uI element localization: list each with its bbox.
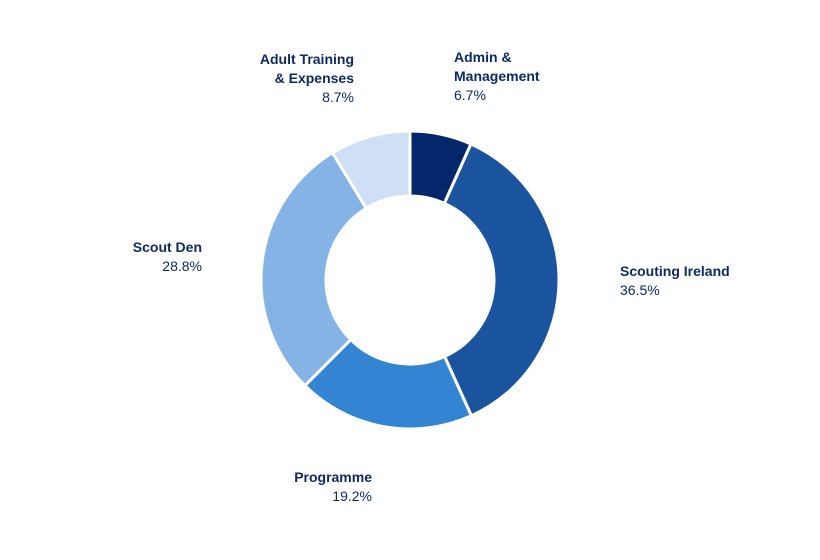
label-programme: Programme 19.2%	[294, 468, 372, 506]
slice-value-admin-management: 6.7%	[454, 87, 486, 103]
label-admin-management: Admin & Management 6.7%	[454, 48, 540, 105]
slice-value-scouting-ireland: 36.5%	[620, 282, 660, 298]
slice-value-scout-den: 28.8%	[162, 258, 202, 274]
slice-scouting-ireland	[442, 142, 561, 418]
slice-name-admin-management: Admin & Management	[454, 49, 540, 84]
label-scouting-ireland: Scouting Ireland 36.5%	[620, 262, 730, 300]
label-adult-training-expenses: Adult Training & Expenses 8.7%	[260, 50, 354, 107]
slice-name-adult-training-expenses: Adult Training & Expenses	[259, 51, 354, 86]
slice-scout-den	[259, 150, 369, 388]
donut-slices	[259, 129, 561, 431]
slice-value-programme: 19.2%	[332, 488, 372, 504]
slice-adult-training-expenses	[330, 129, 412, 211]
slice-name-scouting-ireland: Scouting Ireland	[620, 263, 730, 279]
slice-value-adult-training-expenses: 8.7%	[322, 89, 354, 105]
slice-name-scout-den: Scout Den	[132, 239, 202, 255]
slice-name-programme: Programme	[294, 469, 372, 485]
label-scout-den: Scout Den 28.8%	[133, 238, 202, 276]
